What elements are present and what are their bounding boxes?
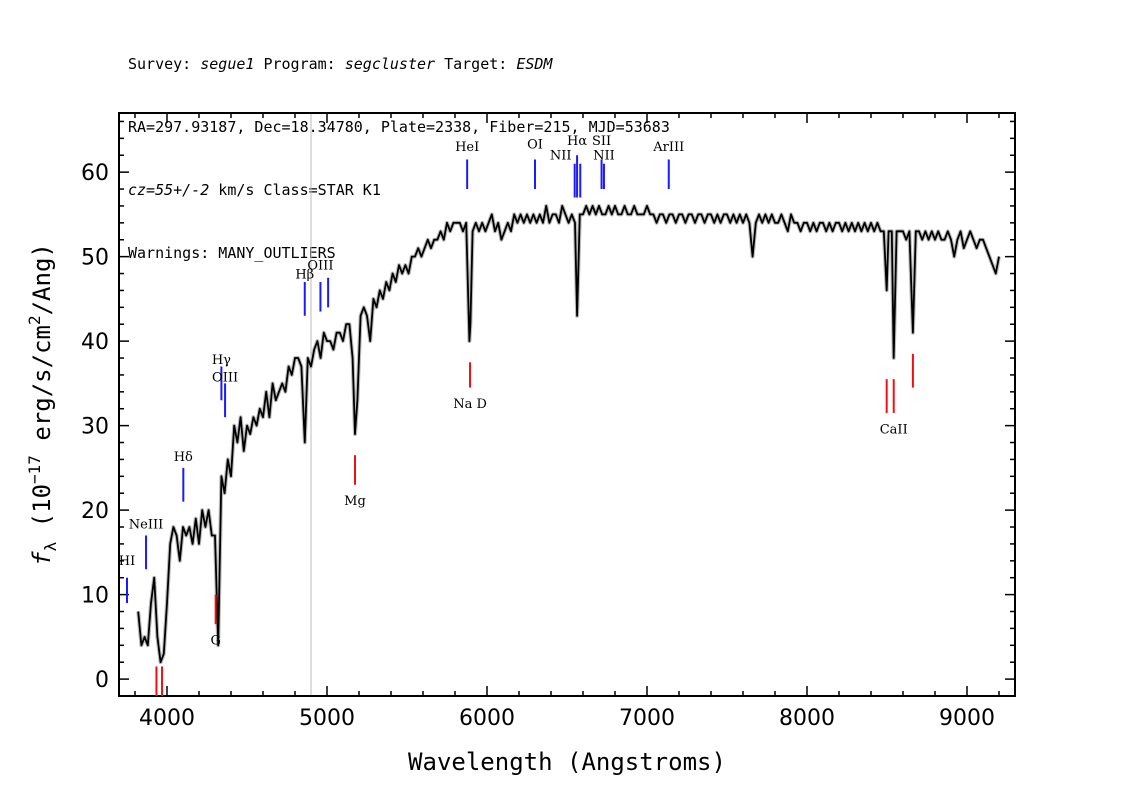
emission-line-label: SII [592,134,611,149]
class-text: km/s Class=STAR K1 [209,181,381,199]
emission-line-label: Hγ [212,353,231,368]
emission-line-label: Hδ [174,450,193,465]
y-tick-label: 20 [81,499,109,524]
y-tick-label: 60 [81,161,109,186]
emission-line-label: OI [527,137,543,152]
y-axis-label: fλ (10−17 erg/s/cm2/Ang) [25,243,60,566]
header-line-3: cz=55+/-2 km/s Class=STAR K1 [128,180,670,201]
axes-layer: 4000 5000 6000 7000 8000 9000 0 10 20 30 40 50 60 [81,113,1015,731]
plot-frame [118,112,1016,697]
y-tick-label: 10 [81,584,109,609]
x-axis-label: Wavelength (Angstroms) [408,748,726,776]
header-line-1: Survey: segue1 Program: segcluster Targe… [128,54,670,75]
target-label: Target: [435,55,517,73]
error-band [136,203,1001,665]
program-label: Program: [254,55,345,73]
absorption-line-label: CaII [880,422,908,437]
emission-line-label: Hα [567,134,587,149]
x-tick-label: 8000 [779,706,835,731]
header-line-2: RA=297.93187, Dec=18.34780, Plate=2338, … [128,118,670,136]
emission-line-label: OIII [212,371,238,386]
emission-line-label: HeI [455,140,479,155]
absorption-line-label: Na D [453,397,487,412]
spectrum-header: Survey: segue1 Program: segcluster Targe… [128,12,670,285]
survey-value: segue1 [200,55,255,73]
emission-line-label: NII [550,148,572,163]
x-tick-label: 6000 [459,706,515,731]
x-tick-label: 5000 [299,706,355,731]
header-line-4: Warnings: MANY_OUTLIERS [128,244,336,262]
target-value: ESDM [516,55,553,73]
emission-line-label: NeIII [129,518,163,533]
program-value: segcluster [344,55,436,73]
y-tick-label: 50 [81,246,109,271]
emission-line-label: NII [593,148,615,163]
absorption-line-label: Mg [344,494,366,509]
x-tick-label: 9000 [939,706,995,731]
emission-line-label: ArIII [652,140,684,155]
x-tick-label: 4000 [139,706,195,731]
plot-layer [136,113,1001,696]
emission-line-label: OIII [307,258,333,273]
y-tick-label: 0 [95,668,109,693]
emission-line-label: Hβ [295,268,314,283]
absorption-line-label: G [210,634,220,649]
redshift-value: cz=55+/-2 [128,181,210,199]
x-tick-label: 7000 [619,706,675,731]
spectrum-line [137,204,1000,664]
emission-line-label: HI [119,554,135,569]
y-tick-label: 40 [81,330,109,355]
survey-label: Survey: [128,55,201,73]
y-tick-label: 30 [81,415,109,440]
